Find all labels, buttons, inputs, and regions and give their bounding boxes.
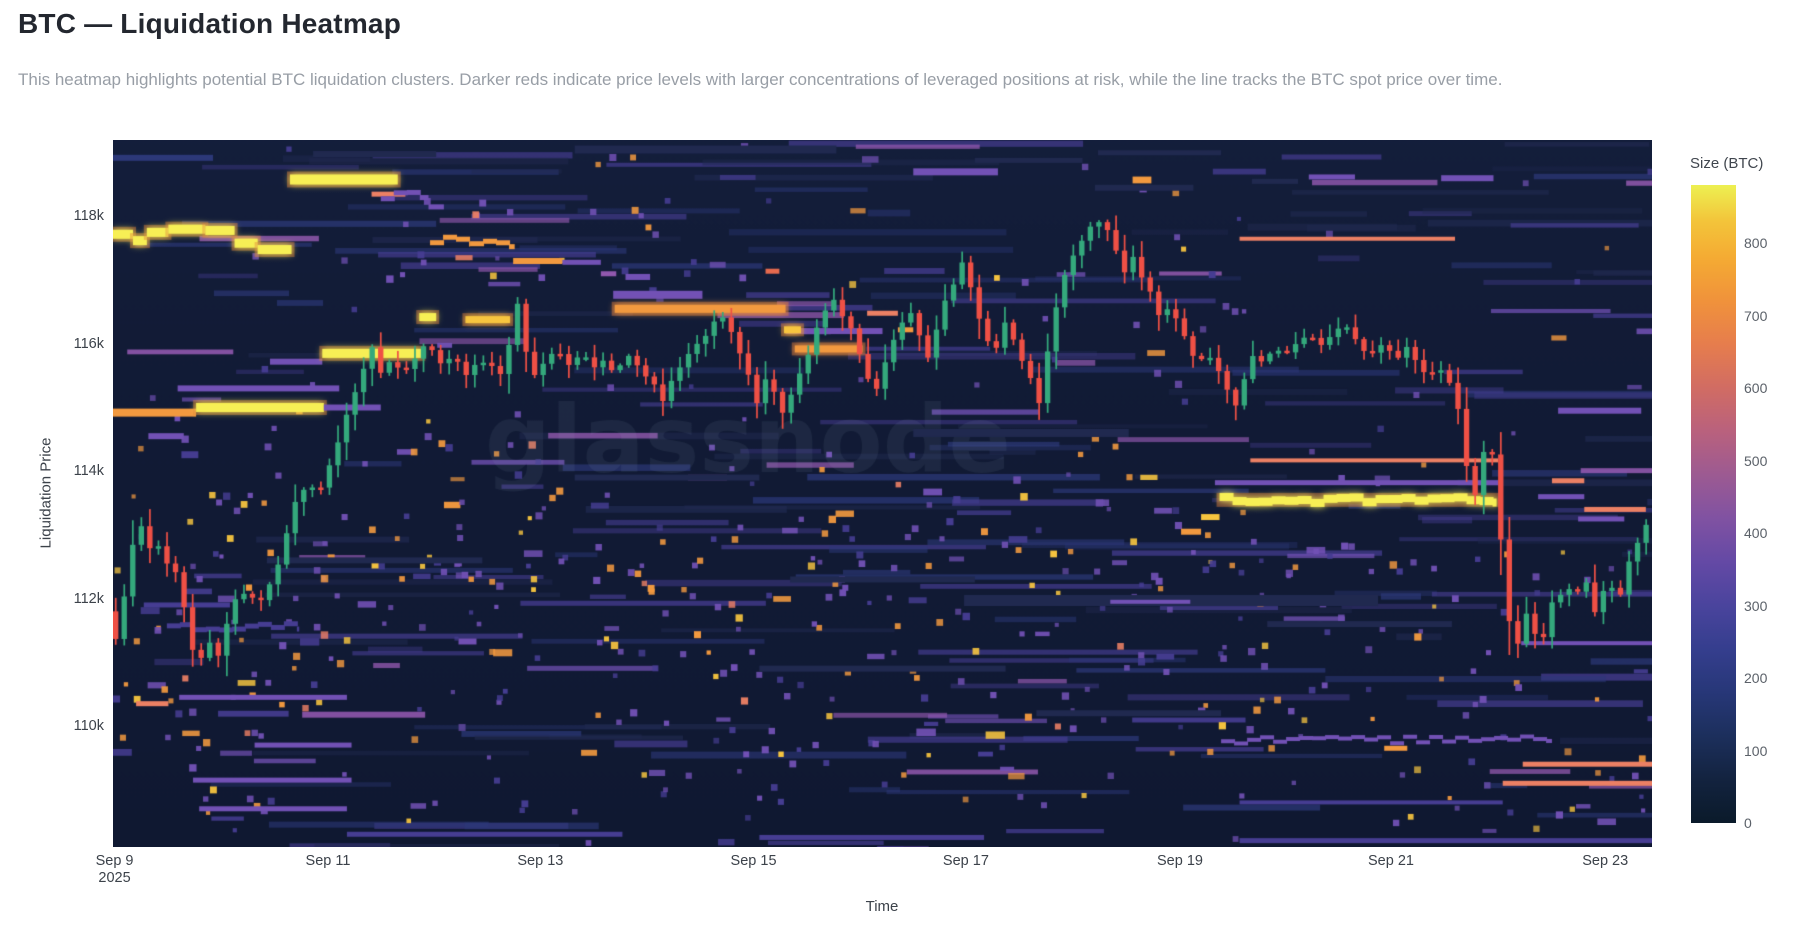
x-tick-label: Sep 19 (1157, 853, 1203, 869)
page-title: BTC — Liquidation Heatmap (18, 8, 401, 39)
colorbar-tick-label: 500 (1744, 452, 1768, 469)
x-axis-title: Time (865, 898, 899, 915)
x-tick-label: Sep 21 (1368, 853, 1414, 869)
colorbar-tick-label: 600 (1744, 380, 1768, 396)
page-subtitle: This heatmap highlights potential BTC li… (18, 70, 1503, 89)
x-tick-label: Sep 23 (1582, 853, 1629, 869)
colorbar-tick-label: 300 (1744, 597, 1768, 614)
colorbar-tick-label: 200 (1744, 670, 1768, 686)
y-axis-title: Liquidation Price (37, 437, 55, 549)
colorbar-tick-label: 0 (1744, 815, 1752, 831)
y-tick-label: 118k (73, 208, 104, 225)
colorbar-tick-label: 400 (1744, 525, 1768, 541)
colorbar-tick-label: 700 (1744, 307, 1768, 324)
x-tick-label: Sep 15 (730, 853, 777, 869)
heatmap-plot-canvas[interactable] (113, 140, 1652, 847)
y-tick-label: 112k (73, 590, 104, 607)
x-tick-label: Sep 11 (305, 853, 351, 869)
colorbar-gradient (1691, 185, 1736, 823)
x-tick-label: Sep 9 2025 (95, 853, 134, 886)
x-tick-label: Sep 13 (517, 853, 564, 869)
x-tick-label: Sep 17 (942, 853, 989, 869)
y-tick-label: 114k (73, 463, 104, 480)
colorbar-tick-label: 800 (1744, 235, 1768, 251)
colorbar-title: Size (BTC) (1690, 155, 1764, 172)
y-tick-label: 110k (73, 717, 104, 734)
y-tick-label: 116k (73, 335, 104, 352)
colorbar-tick-label: 100 (1744, 742, 1768, 759)
